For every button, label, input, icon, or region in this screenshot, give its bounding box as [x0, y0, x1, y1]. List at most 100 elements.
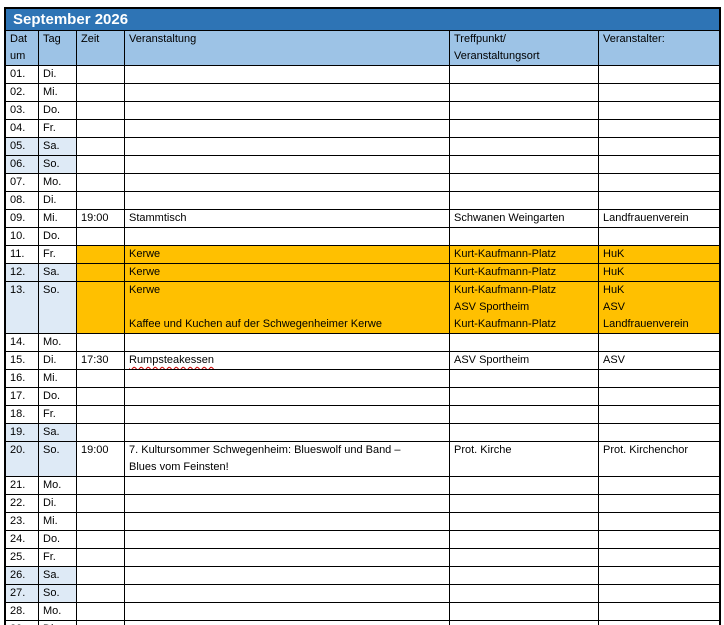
time-cell[interactable] [77, 246, 125, 263]
event-cell[interactable] [125, 388, 450, 405]
event-cell[interactable] [125, 174, 450, 191]
time-cell[interactable] [77, 66, 125, 83]
time-cell[interactable] [77, 406, 125, 423]
table-row[interactable]: 12. Sa. Kerwe Kurt-Kaufmann-Platz HuK [6, 264, 719, 282]
day-cell[interactable]: Do. [39, 531, 77, 548]
date-cell[interactable]: 20. [6, 442, 39, 476]
venue-cell[interactable] [450, 174, 599, 191]
event-cell[interactable]: 7. Kultursommer Schwegenheim: Blueswolf … [125, 442, 450, 476]
table-row[interactable]: 10. Do. [6, 228, 719, 246]
time-cell[interactable] [77, 513, 125, 530]
table-row[interactable]: 17. Do. [6, 388, 719, 406]
time-cell[interactable] [77, 192, 125, 209]
date-cell[interactable]: 05. [6, 138, 39, 155]
event-cell[interactable]: Kerwe [125, 246, 450, 263]
time-cell[interactable] [77, 120, 125, 137]
organizer-cell[interactable] [599, 228, 719, 245]
time-cell[interactable]: 19:00 [77, 442, 125, 476]
date-cell[interactable]: 01. [6, 66, 39, 83]
venue-cell[interactable] [450, 84, 599, 101]
day-cell[interactable]: Do. [39, 388, 77, 405]
event-cell[interactable] [125, 138, 450, 155]
venue-cell[interactable] [450, 549, 599, 566]
table-row[interactable]: 16. Mi. [6, 370, 719, 388]
day-cell[interactable]: Sa. [39, 138, 77, 155]
organizer-cell[interactable]: Prot. Kirchenchor [603, 444, 688, 456]
time-cell[interactable] [77, 264, 125, 281]
event-cell[interactable] [125, 603, 450, 620]
table-row[interactable]: 15. Di. 17:30 Rumpsteakessen ASV Sporthe… [6, 352, 719, 370]
organizer-cell[interactable] [599, 174, 719, 191]
event-cell[interactable] [125, 228, 450, 245]
table-row[interactable]: 05. Sa. [6, 138, 719, 156]
day-cell[interactable]: Mo. [39, 334, 77, 351]
day-cell[interactable]: Fr. [39, 120, 77, 137]
header-event[interactable]: Veranstaltung [125, 31, 450, 65]
event-cell[interactable]: Kerwe Kaffee und Kuchen auf der Schwegen… [125, 282, 450, 333]
header-date[interactable]: Dat um [6, 31, 39, 65]
venue-cell[interactable]: Kurt-Kaufmann-Platz [450, 264, 599, 281]
event-cell[interactable] [125, 621, 450, 625]
venue-cell[interactable]: Kurt-Kaufmann-Platz ASV Sportheim Kurt-K… [450, 282, 599, 333]
venue-cell[interactable] [450, 531, 599, 548]
organizer-cell[interactable] [599, 66, 719, 83]
day-cell[interactable]: Fr. [39, 246, 77, 263]
organizer-cell[interactable] [599, 621, 719, 625]
event-cell[interactable] [125, 585, 450, 602]
time-cell[interactable] [77, 495, 125, 512]
event-cell[interactable] [125, 66, 450, 83]
header-time[interactable]: Zeit [77, 31, 125, 65]
venue-cell[interactable] [450, 585, 599, 602]
venue-cell[interactable] [450, 477, 599, 494]
table-row[interactable]: 23. Mi. [6, 513, 719, 531]
organizer-cell[interactable]: Landfrauenverein [603, 212, 689, 224]
table-row[interactable]: 29. Di. [6, 621, 719, 625]
event-cell[interactable] [125, 156, 450, 173]
time-cell[interactable] [77, 156, 125, 173]
table-row[interactable]: 25. Fr. [6, 549, 719, 567]
table-row[interactable]: 07. Mo. [6, 174, 719, 192]
table-row[interactable]: 24. Do. [6, 531, 719, 549]
organizer-cell[interactable]: ASV [603, 354, 626, 366]
event-cell[interactable] [125, 531, 450, 548]
venue-cell[interactable] [450, 513, 599, 530]
date-cell[interactable]: 14. [6, 334, 39, 351]
event-cell[interactable] [125, 424, 450, 441]
date-cell[interactable]: 24. [6, 531, 39, 548]
time-cell[interactable] [77, 567, 125, 584]
time-cell[interactable] [77, 228, 125, 245]
table-row[interactable]: 21. Mo. [6, 477, 719, 495]
organizer-cell[interactable]: HuK [599, 246, 719, 263]
organizer-cell[interactable] [599, 388, 719, 405]
venue-cell[interactable] [450, 567, 599, 584]
event-cell[interactable] [125, 477, 450, 494]
day-cell[interactable]: Mi. [39, 513, 77, 530]
day-cell[interactable]: Do. [39, 102, 77, 119]
date-cell[interactable]: 15. [6, 352, 39, 369]
venue-cell[interactable] [450, 334, 599, 351]
organizer-cell[interactable] [599, 531, 719, 548]
venue-cell[interactable] [450, 228, 599, 245]
calendar-month-title[interactable]: September 2026 [6, 9, 719, 31]
time-cell[interactable]: 17:30 [77, 352, 125, 369]
day-cell[interactable]: Di. [39, 621, 77, 625]
organizer-cell[interactable] [599, 370, 719, 387]
time-cell[interactable] [77, 138, 125, 155]
venue-cell[interactable] [450, 621, 599, 625]
date-cell[interactable]: 17. [6, 388, 39, 405]
venue-cell[interactable] [450, 370, 599, 387]
date-cell[interactable]: 19. [6, 424, 39, 441]
venue-cell[interactable]: ASV Sportheim [450, 352, 599, 369]
day-cell[interactable]: Sa. [39, 424, 77, 441]
table-row[interactable]: 03. Do. [6, 102, 719, 120]
date-cell[interactable]: 09. [6, 210, 39, 227]
table-row[interactable]: 01. Di. [6, 66, 719, 84]
day-cell[interactable]: Di. [39, 495, 77, 512]
time-cell[interactable] [77, 531, 125, 548]
event-cell[interactable] [125, 495, 450, 512]
day-cell[interactable]: So. [39, 282, 77, 333]
table-row[interactable]: 22. Di. [6, 495, 719, 513]
event-cell[interactable] [125, 84, 450, 101]
day-cell[interactable]: Di. [39, 66, 77, 83]
time-cell[interactable] [77, 603, 125, 620]
